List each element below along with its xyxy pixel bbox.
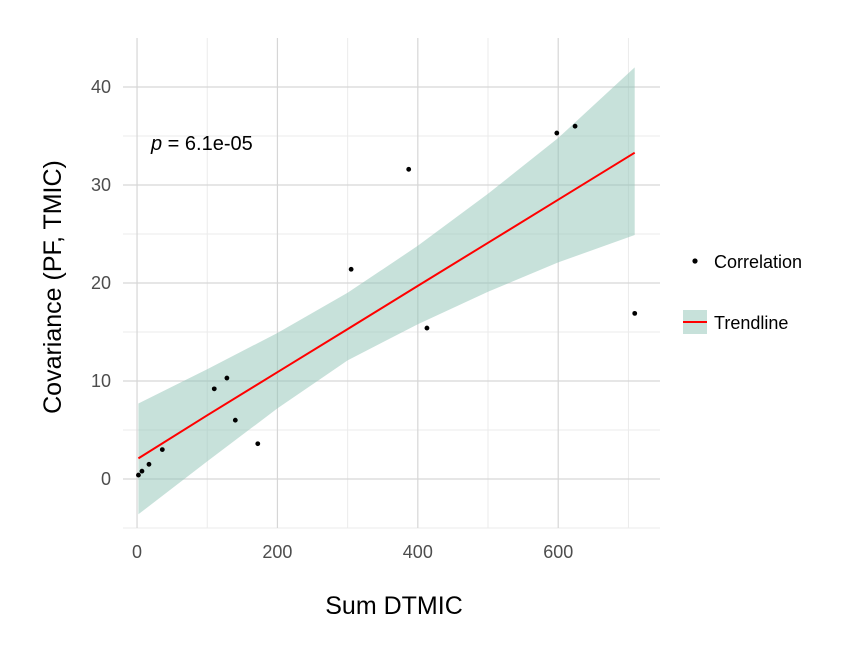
x-tick-label: 200	[262, 542, 292, 562]
x-tick-label: 600	[543, 542, 573, 562]
data-point	[554, 130, 560, 136]
y-tick-label: 10	[91, 371, 111, 391]
x-axis-title: Sum DTMIC	[325, 592, 463, 620]
y-tick-label: 20	[91, 273, 111, 293]
p-value-annotation: p = 6.1e-05	[150, 133, 253, 155]
p-value-symbol: p	[150, 133, 162, 155]
y-axis-title: Covariance (PF, TMIC)	[39, 160, 67, 414]
data-point	[572, 123, 578, 129]
data-point	[406, 166, 412, 172]
data-point	[139, 468, 145, 474]
scatter-points-layer	[136, 123, 638, 478]
trendline-layer	[137, 151, 636, 460]
confidence-band-layer	[138, 67, 635, 515]
tick-labels: 0 200 400 600 0 10 20 30 40	[91, 77, 573, 562]
legend-label-trendline: Trendline	[714, 313, 788, 333]
legend-label-correlation: Correlation	[714, 252, 802, 272]
legend: Correlation Trendline	[683, 252, 802, 334]
y-tick-label: 30	[91, 175, 111, 195]
data-point	[348, 266, 354, 272]
data-point	[232, 417, 238, 423]
p-value-text: = 6.1e-05	[162, 133, 253, 155]
data-point	[211, 386, 217, 392]
trendline	[137, 151, 636, 460]
confidence-band	[138, 67, 635, 515]
x-tick-label: 0	[132, 542, 142, 562]
y-tick-label: 0	[101, 469, 111, 489]
y-tick-label: 40	[91, 77, 111, 97]
data-point	[632, 310, 638, 316]
data-point	[424, 325, 430, 331]
data-point	[255, 441, 261, 447]
data-point	[224, 375, 230, 381]
data-point	[159, 447, 165, 452]
x-tick-label: 400	[403, 542, 433, 562]
data-point	[136, 472, 141, 478]
data-point	[146, 461, 152, 467]
legend-key-correlation	[692, 258, 698, 264]
